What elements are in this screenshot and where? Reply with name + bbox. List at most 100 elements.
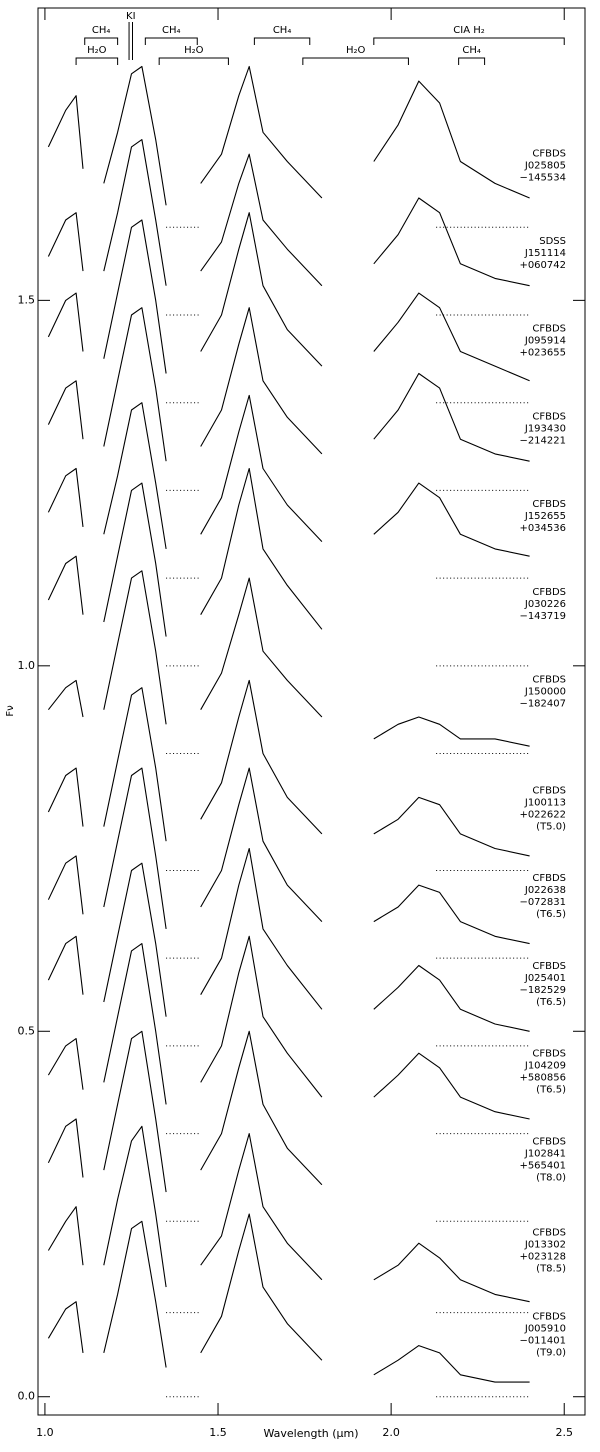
object-label: CFBDS J025401 −182529 (T6.5)	[519, 961, 566, 1008]
object-label-line: (T6.5)	[536, 909, 566, 920]
object-label-line: J022638	[524, 885, 566, 896]
object-label-line: −145534	[519, 172, 566, 183]
object-label-line: −214221	[519, 435, 566, 446]
object-label-line: +580856	[519, 1073, 566, 1084]
object-label-line: CFBDS	[532, 1312, 566, 1323]
ki-label: KI	[126, 11, 136, 22]
spectrum	[47, 1030, 323, 1193]
feature-label: CH₄	[92, 25, 111, 36]
object-label-line: J005910	[524, 1324, 566, 1335]
object-label: CFBDS J030226 −143719	[519, 587, 566, 622]
object-label-line: J025401	[524, 973, 566, 984]
object-label-line: CFBDS	[532, 961, 566, 972]
spectrum	[47, 307, 530, 462]
object-label: CFBDS J013302 +023128 (T8.5)	[519, 1228, 566, 1275]
object-label: CFBDS J100113 +022622 (T5.0)	[519, 785, 566, 832]
object-label: CFBDS J005910 −011401 (T9.0)	[519, 1312, 566, 1359]
object-label-line: CFBDS	[532, 1136, 566, 1147]
object-label-line: (T6.5)	[536, 997, 566, 1008]
feature-label: CH₄	[462, 45, 481, 56]
y-tick-label: 1.0	[18, 659, 36, 672]
object-label-line: J104209	[524, 1061, 566, 1072]
object-label-line: +034536	[519, 523, 566, 534]
object-label-line: J095914	[524, 336, 566, 347]
object-label-line: +060742	[519, 260, 566, 271]
object-label-line: J100113	[524, 797, 566, 808]
spectrum	[47, 935, 530, 1120]
object-label-line: −182529	[519, 985, 566, 996]
feature-bracket	[75, 57, 119, 65]
y-axis-label: Fν	[5, 705, 16, 717]
object-label-line: +023128	[519, 1252, 566, 1263]
spectrum	[47, 394, 530, 557]
object-label: CFBDS J150000 −182407	[519, 675, 566, 710]
object-label-line: CFBDS	[532, 1228, 566, 1239]
object-label-line: −011401	[519, 1336, 566, 1347]
x-tick-label: 1.5	[209, 1426, 227, 1439]
feature-label: H₂O	[87, 45, 107, 56]
plot-frame	[37, 7, 586, 1416]
object-label-line: J150000	[524, 687, 566, 698]
feature-label: H₂O	[346, 45, 366, 56]
object-label-line: CFBDS	[532, 785, 566, 796]
object-label-line: CFBDS	[532, 873, 566, 884]
object-label-line: (T9.0)	[536, 1348, 566, 1359]
feature-label: CIA H₂	[453, 25, 484, 36]
object-label-line: (T5.0)	[536, 821, 566, 832]
feature-bracket	[302, 57, 409, 65]
y-tick-label: 1.5	[18, 293, 36, 306]
spectrum	[47, 570, 530, 747]
y-tick-label: 0.0	[18, 1390, 36, 1403]
x-tick-label: 2.0	[382, 1426, 400, 1439]
object-label-line: J030226	[524, 599, 566, 610]
object-label-line: (T8.5)	[536, 1264, 566, 1275]
object-label: CFBDS J104209 +580856 (T6.5)	[519, 1049, 566, 1096]
object-label-line: CFBDS	[532, 411, 566, 422]
object-label-line: +023655	[519, 348, 566, 359]
object-label: CFBDS J095914 +023655	[519, 324, 566, 359]
object-label: CFBDS J022638 −072831 (T6.5)	[519, 873, 566, 920]
spectrum	[47, 679, 530, 857]
object-label-line: J013302	[524, 1240, 566, 1251]
object-label: SDSS J151114 +060742	[519, 236, 566, 271]
object-label-line: CFBDS	[532, 324, 566, 335]
object-label-line: J025805	[524, 160, 566, 171]
x-tick-label: 2.5	[555, 1426, 573, 1439]
y-tick-label: 0.5	[18, 1024, 36, 1037]
object-label-line: SDSS	[539, 236, 566, 247]
x-tick-label: 1.0	[36, 1426, 54, 1439]
object-label-line: CFBDS	[532, 675, 566, 686]
object-label: CFBDS J025805 −145534	[519, 148, 566, 183]
feature-label: H₂O	[184, 45, 204, 56]
object-label-line: −072831	[519, 897, 566, 908]
feature-bracket	[458, 57, 486, 65]
spectrum	[47, 1213, 530, 1383]
feature-bracket	[253, 37, 311, 45]
spectrum	[47, 767, 530, 945]
feature-label: CH₄	[273, 25, 292, 36]
feature-bracket	[84, 37, 119, 45]
object-label-line: CFBDS	[532, 148, 566, 159]
object-label-line: J152655	[524, 511, 566, 522]
spectrum	[47, 212, 530, 382]
spectrum	[47, 139, 530, 287]
object-label: CFBDS J193430 −214221	[519, 411, 566, 446]
x-axis-label: Wavelength (μm)	[263, 1427, 358, 1440]
object-label-line: CFBDS	[532, 499, 566, 510]
object-label-line: −143719	[519, 611, 566, 622]
object-label: CFBDS J152655 +034536	[519, 499, 566, 534]
object-label-line: (T6.5)	[536, 1085, 566, 1096]
feature-label: CH₄	[162, 25, 181, 36]
object-label-line: J151114	[524, 248, 566, 259]
feature-bracket	[158, 57, 229, 65]
object-label-line: J193430	[524, 423, 566, 434]
spectrum	[47, 467, 323, 637]
feature-bracket	[144, 37, 198, 45]
object-label: CFBDS J102841 +565401 (T8.0)	[519, 1136, 566, 1183]
spectrum	[47, 847, 530, 1032]
spectrum	[47, 1125, 530, 1303]
object-label-line: J102841	[524, 1148, 566, 1159]
object-label-line: (T8.0)	[536, 1172, 566, 1183]
